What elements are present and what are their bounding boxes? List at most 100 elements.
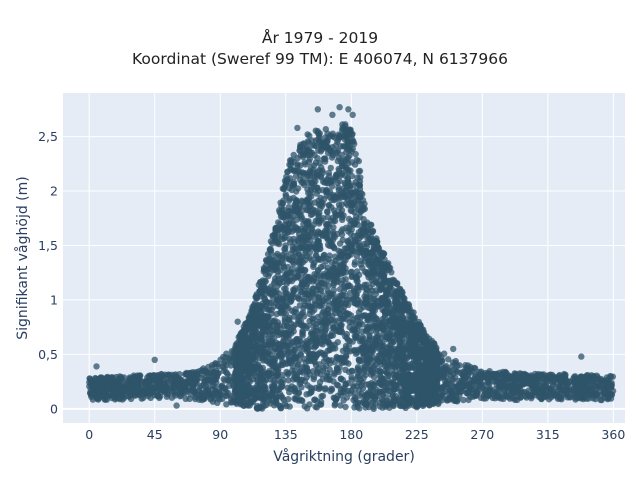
scatter-point <box>282 242 289 249</box>
scatter-point <box>445 356 452 363</box>
scatter-point <box>355 386 363 393</box>
scatter-point <box>542 392 550 399</box>
scatter-point <box>345 134 352 141</box>
scatter-point <box>314 155 321 162</box>
chart-title-line2: Koordinat (Sweref 99 TM): E 406074, N 61… <box>132 50 508 68</box>
scatter-point <box>326 376 333 384</box>
scatter-point <box>423 400 430 407</box>
scatter-point <box>484 379 491 386</box>
scatter-point <box>277 383 284 390</box>
scatter-point <box>401 295 408 302</box>
scatter-point <box>291 205 298 212</box>
scatter-point <box>285 316 292 323</box>
scatter-point <box>319 186 326 194</box>
scatter-point <box>313 286 321 293</box>
scatter-point <box>276 209 283 216</box>
scatter-point <box>333 381 341 388</box>
scatter-point <box>264 306 271 313</box>
scatter-point <box>286 403 293 410</box>
scatter-point <box>345 368 353 376</box>
scatter-point <box>338 201 346 208</box>
scatter-point <box>356 392 364 399</box>
scatter-point <box>317 276 324 283</box>
scatter-point <box>335 184 342 191</box>
scatter-point <box>571 373 578 381</box>
scatter-point <box>324 297 332 305</box>
scatter-point <box>355 168 362 175</box>
scatter-point <box>104 386 111 394</box>
scatter-point <box>280 297 287 305</box>
scatter-point <box>258 377 266 384</box>
scatter-point <box>221 365 228 372</box>
scatter-point <box>145 383 152 390</box>
scatter-point <box>499 370 507 377</box>
scatter-point <box>380 250 388 258</box>
scatter-point <box>252 349 260 356</box>
scatter-point <box>383 290 390 297</box>
scatter-point <box>293 376 301 383</box>
scatter-point <box>376 367 383 374</box>
scatter-point <box>304 274 312 281</box>
scatter-point <box>353 330 360 337</box>
scatter-point <box>300 295 308 302</box>
scatter-point <box>268 283 275 290</box>
scatter-point <box>287 215 294 222</box>
scatter-point <box>278 350 285 357</box>
scatter-point <box>270 289 278 296</box>
scatter-point <box>267 300 275 307</box>
scatter-point <box>279 185 286 192</box>
scatter-point <box>360 344 367 351</box>
scatter-point <box>342 403 349 411</box>
scatter-point <box>272 252 280 260</box>
scatter-point <box>280 274 288 281</box>
scatter-point <box>307 384 314 391</box>
scatter-point <box>291 287 298 294</box>
scatter-point <box>216 390 223 397</box>
scatter-point <box>397 339 404 346</box>
scatter-point <box>360 335 367 343</box>
scatter-point <box>588 372 595 379</box>
scatter-point <box>309 142 316 149</box>
scatter-point <box>404 400 411 408</box>
scatter-point <box>205 363 212 371</box>
scatter-point <box>372 395 379 402</box>
scatter-point <box>332 213 340 220</box>
scatter-point <box>254 321 262 329</box>
scatter-point <box>271 236 279 243</box>
scatter-point <box>299 397 306 405</box>
scatter-point <box>285 370 292 377</box>
scatter-point <box>270 318 277 325</box>
scatter-point <box>321 158 329 165</box>
scatter-point <box>287 360 294 367</box>
scatter-point <box>339 269 346 277</box>
scatter-point <box>305 346 312 353</box>
scatter-point <box>348 226 355 233</box>
scatter-point <box>257 302 264 310</box>
scatter-point <box>493 371 500 378</box>
scatter-point <box>331 371 338 378</box>
scatter-point <box>340 185 347 192</box>
scatter-point <box>313 184 321 191</box>
scatter-point <box>218 383 225 390</box>
scatter-point <box>328 385 335 392</box>
scatter-point <box>404 333 412 340</box>
scatter-point <box>543 383 550 390</box>
scatter-point <box>320 352 328 359</box>
scatter-point <box>256 392 264 399</box>
scatter-point <box>316 200 324 208</box>
scatter-point <box>394 319 401 326</box>
scatter-point <box>285 377 292 384</box>
scatter-point <box>359 225 366 232</box>
scatter-point <box>260 264 268 272</box>
scatter-point <box>375 357 382 364</box>
scatter-point <box>344 380 351 387</box>
scatter-point <box>402 387 409 395</box>
scatter-point <box>285 207 292 215</box>
scatter-point <box>285 354 293 361</box>
scatter-point <box>367 250 374 257</box>
scatter-point <box>317 401 325 408</box>
scatter-point <box>327 164 334 172</box>
scatter-point <box>226 373 233 380</box>
scatter-point <box>360 216 367 223</box>
scatter-point <box>211 395 219 402</box>
